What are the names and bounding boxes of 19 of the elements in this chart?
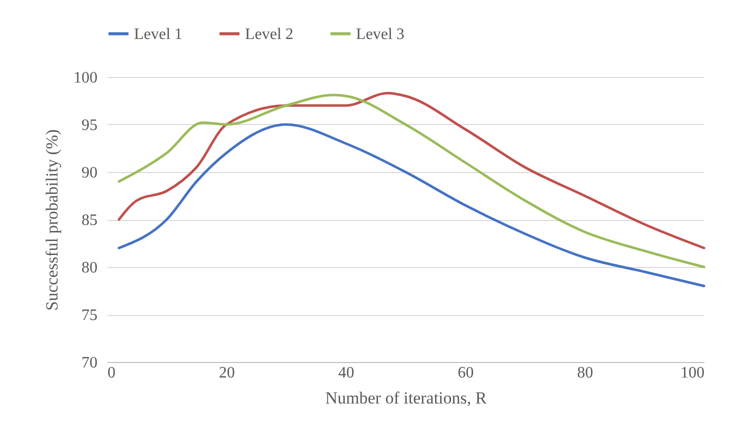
y-tick-label: 95 <box>82 117 98 134</box>
x-tick-label: 20 <box>218 364 235 382</box>
x-axis-title: Number of iterations, R <box>325 388 488 408</box>
y-axis-title: Successful probability (%) <box>42 129 62 311</box>
y-tick-label: 90 <box>82 164 98 182</box>
x-tick-label: 0 <box>108 364 116 382</box>
line-series <box>118 123 706 288</box>
x-tick-label: 100 <box>680 364 704 382</box>
legend-label: Level 2 <box>245 26 294 43</box>
y-tick-label: 80 <box>82 260 98 276</box>
y-tick-label: 100 <box>74 70 98 86</box>
legend-label: Level 3 <box>356 26 404 43</box>
x-tick-label: 60 <box>458 364 474 382</box>
y-tick-label: 70 <box>82 354 98 372</box>
y-tick-label: 75 <box>82 307 98 324</box>
x-tick-label: 40 <box>338 364 354 382</box>
y-tick-label: 85 <box>82 212 98 229</box>
legend-label: Level 1 <box>134 26 182 43</box>
x-tick-label: 80 <box>577 364 594 382</box>
